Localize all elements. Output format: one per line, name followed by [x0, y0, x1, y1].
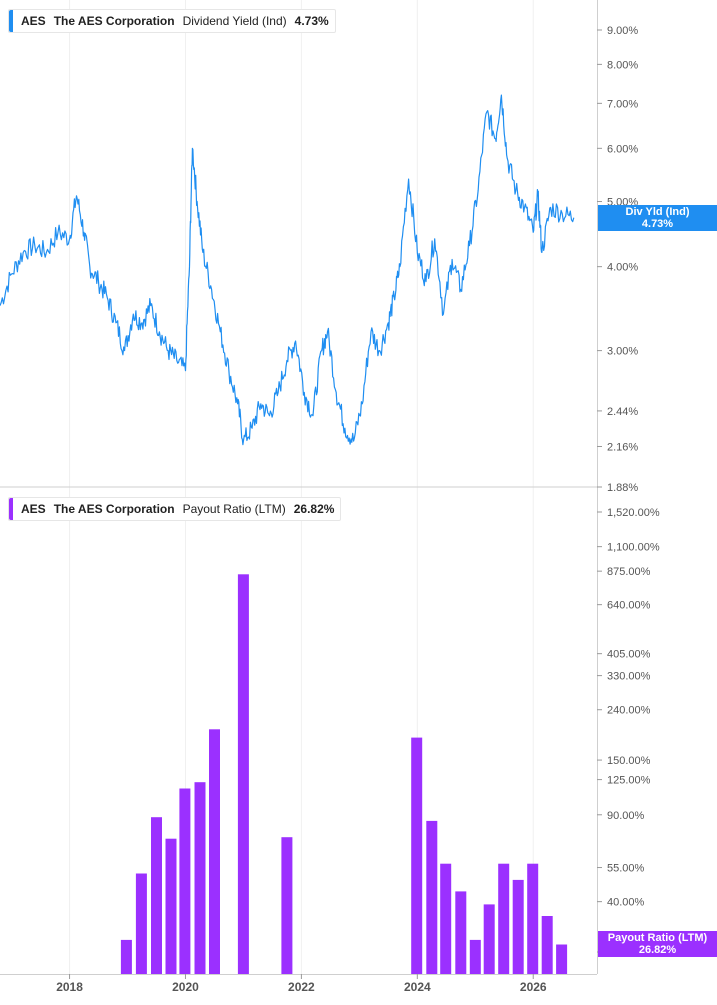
payout-bar	[556, 944, 568, 974]
legend-ticker: AES	[21, 502, 46, 516]
legend-metric: Dividend Yield (Ind)	[182, 14, 287, 28]
payout-bar	[151, 817, 162, 974]
y-tick-label: 55.00%	[607, 863, 645, 875]
y-tick-label: 875.00%	[607, 566, 651, 578]
y-tick-label: 150.00%	[607, 755, 651, 767]
y-tick-label: 1.88%	[607, 482, 638, 494]
y-tick-label: 4.00%	[607, 262, 638, 274]
y-tick-label: 330.00%	[607, 671, 651, 683]
y-tick-label: 2.16%	[607, 441, 638, 453]
payout-bar	[483, 904, 495, 974]
payout-bar	[179, 788, 191, 974]
tag-label: Div Yld (Ind)	[625, 205, 690, 218]
series-color-swatch	[9, 498, 13, 520]
series-color-swatch	[9, 10, 13, 32]
payout-bar	[440, 863, 452, 974]
tag-label: Payout Ratio (LTM)	[607, 932, 708, 945]
payout-bar	[135, 873, 147, 974]
payout-bar	[426, 820, 438, 974]
payout-ratio-y-axis: 1,520.00% 1,100.00% 875.00% 640.00% 405.00% 3…	[597, 507, 660, 959]
tag-value: 4.73%	[641, 217, 674, 230]
dividend-yield-value-tag: Div Yld (Ind) 4.73%	[598, 204, 717, 231]
tag-value: 26.82%	[638, 944, 677, 957]
y-tick-label: 1,520.00%	[607, 507, 660, 519]
payout-ratio-value-tag: Payout Ratio (LTM) 26.82%	[598, 931, 717, 958]
legend-value: 26.82%	[293, 502, 335, 516]
y-tick-label: 405.00%	[607, 649, 651, 661]
y-tick-label: 1,100.00%	[607, 542, 660, 554]
y-tick-label: 240.00%	[607, 705, 651, 717]
y-tick-label: 40.00%	[607, 897, 645, 909]
y-tick-label: 6.00%	[607, 143, 638, 155]
y-tick-label: 9.00%	[607, 25, 638, 37]
payout-ratio-legend[interactable]: AES The AES Corporation Payout Ratio (LT…	[8, 497, 342, 521]
y-tick-label: 3.00%	[607, 346, 638, 358]
payout-bar	[527, 863, 539, 974]
legend-metric: Payout Ratio (LTM)	[182, 502, 286, 516]
payout-bar	[281, 837, 293, 974]
payout-bar	[498, 863, 510, 974]
dividend-yield-legend[interactable]: AES The AES Corporation Dividend Yield (…	[8, 9, 336, 33]
x-tick-label: 2024	[404, 980, 431, 994]
x-tick-label: 2020	[172, 980, 199, 994]
payout-bar	[237, 574, 249, 974]
y-tick-label: 90.00%	[607, 810, 645, 822]
dividend-yield-line	[0, 94, 575, 446]
x-tick-label: 2026	[520, 980, 547, 994]
legend-value: 4.73%	[294, 14, 329, 28]
y-tick-label: 2.44%	[607, 406, 638, 418]
y-tick-label: 7.00%	[607, 98, 638, 110]
x-tick-label: 2018	[56, 980, 83, 994]
payout-ratio-bars	[120, 574, 568, 974]
payout-bar	[194, 782, 206, 974]
legend-company: The AES Corporation	[53, 502, 175, 516]
x-axis-ticks: 2018 2020 2022 2024 2026	[56, 974, 547, 994]
x-tick-label: 2022	[288, 980, 315, 994]
y-tick-label: 8.00%	[607, 59, 638, 71]
legend-company: The AES Corporation	[53, 14, 175, 28]
dividend-yield-y-axis: 9.00%8.00%7.00%6.00%5.00%4.00%3.00%2.44%…	[597, 25, 638, 494]
payout-bar	[209, 729, 220, 974]
payout-bar	[541, 916, 553, 974]
payout-bar	[469, 939, 481, 974]
payout-bar	[411, 737, 423, 974]
y-tick-label: 125.00%	[607, 775, 651, 787]
payout-bar	[120, 939, 132, 974]
legend-ticker: AES	[21, 14, 46, 28]
payout-bar	[455, 891, 467, 974]
payout-bar	[165, 838, 177, 974]
payout-bar	[512, 879, 524, 974]
y-tick-label: 640.00%	[607, 600, 651, 612]
